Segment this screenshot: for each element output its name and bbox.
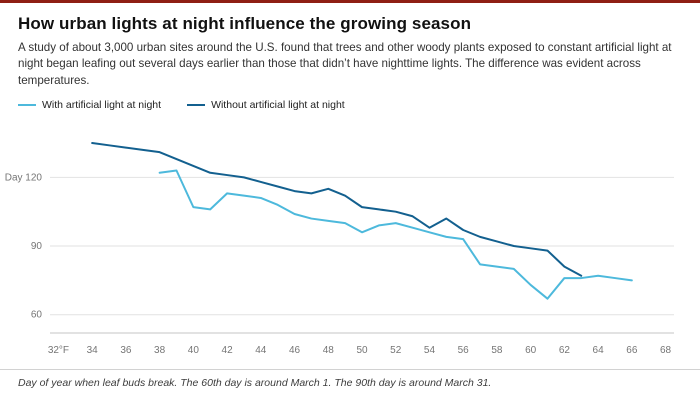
svg-text:44: 44	[255, 345, 267, 356]
footer-divider	[0, 369, 700, 371]
line-chart: 60 90 Day 120 32°F 34 36 38 40 42 44 46 48 50 52 54 56 5…	[5, 142, 674, 356]
chart-legend: With artificial light at night Without a…	[18, 99, 682, 111]
svg-text:62: 62	[559, 345, 571, 356]
svg-text:52: 52	[390, 345, 402, 356]
legend-item-with-light: With artificial light at night	[18, 99, 161, 111]
svg-text:50: 50	[356, 345, 368, 356]
footer-caption: Day of year when leaf buds break. The 60…	[18, 377, 492, 390]
svg-text:46: 46	[289, 345, 301, 356]
top-accent-bar	[0, 0, 700, 3]
svg-text:54: 54	[424, 345, 436, 356]
svg-text:56: 56	[458, 345, 470, 356]
svg-text:40: 40	[188, 345, 200, 356]
legend-item-without-light: Without artificial light at night	[187, 99, 345, 111]
svg-text:60: 60	[31, 310, 43, 321]
svg-text:32°F: 32°F	[48, 345, 69, 356]
svg-text:48: 48	[323, 345, 335, 356]
legend-label-with-light: With artificial light at night	[42, 99, 162, 112]
legend-swatch-without-light	[187, 104, 206, 107]
page-title: How urban lights at night influence the …	[18, 14, 472, 33]
svg-text:64: 64	[593, 345, 605, 356]
svg-text:Day 120: Day 120	[5, 173, 43, 184]
svg-text:36: 36	[120, 345, 132, 356]
svg-text:58: 58	[491, 345, 503, 356]
svg-text:34: 34	[87, 345, 99, 356]
chart-description: A study of about 3,000 urban sites aroun…	[18, 41, 672, 87]
svg-text:60: 60	[525, 345, 537, 356]
legend-label-without-light: Without artificial light at night	[211, 99, 345, 112]
svg-text:90: 90	[31, 241, 43, 252]
svg-text:42: 42	[222, 345, 234, 356]
svg-text:66: 66	[626, 345, 638, 356]
svg-text:38: 38	[154, 345, 166, 356]
legend-swatch-with-light	[18, 104, 36, 107]
svg-text:68: 68	[660, 345, 672, 356]
